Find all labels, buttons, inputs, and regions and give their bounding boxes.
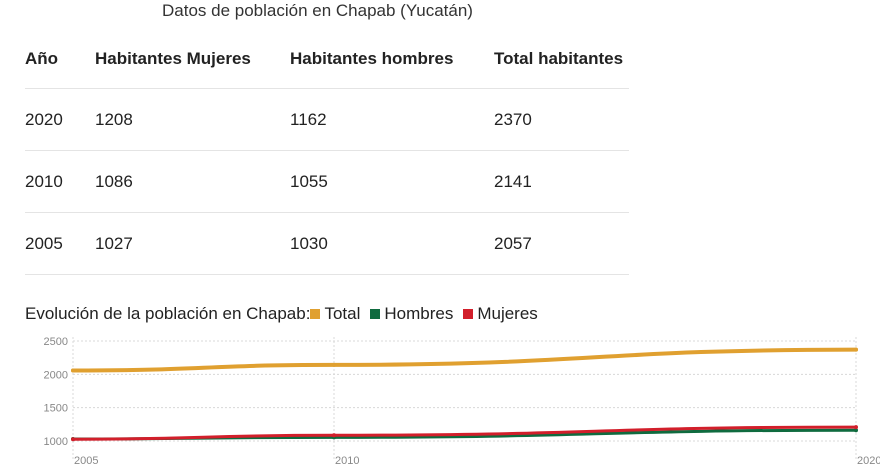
x-tick-label: 2020: [857, 455, 880, 467]
cell-year: 2020: [25, 109, 63, 129]
series-line-mujeres: [71, 425, 858, 441]
legend-item-hombres[interactable]: Hombres: [370, 303, 453, 325]
legend-label-hombres: Hombres: [384, 304, 454, 323]
cell-total: 2057: [494, 233, 532, 253]
data-point-total: [854, 347, 858, 352]
data-point-mujeres: [71, 437, 75, 442]
population-table: Año Habitantes Mujeres Habitantes hombre…: [25, 29, 629, 275]
x-tick-label: 2010: [335, 455, 359, 467]
cell-year: 2010: [25, 171, 63, 191]
data-point-mujeres: [332, 433, 336, 438]
legend-item-total[interactable]: Total: [310, 303, 360, 325]
header-women: Habitantes Mujeres: [95, 48, 251, 68]
y-tick-label: 1000: [44, 436, 68, 448]
chart-title: Evolución de la población en Chapab:: [25, 304, 311, 323]
cell-total: 2141: [494, 171, 532, 191]
cell-women: 1027: [95, 233, 133, 253]
legend-label-mujeres: Mujeres: [477, 304, 538, 323]
cell-women: 1086: [95, 171, 133, 191]
legend-swatch-mujeres: [463, 309, 474, 319]
table-header-row: Año Habitantes Mujeres Habitantes hombre…: [25, 29, 629, 89]
table-row: 2010 1086 1055 2141: [25, 151, 629, 213]
table-caption: Datos de población en Chapab (Yucatán): [162, 1, 473, 20]
cell-women: 1208: [95, 109, 133, 129]
cell-year: 2005: [25, 233, 63, 253]
y-tick-label: 2000: [44, 369, 68, 381]
line-chart: 2500 2000 1500 1000 2005 2010 2020: [44, 336, 880, 467]
x-tick-label: 2005: [74, 455, 98, 467]
cell-men: 1055: [290, 171, 328, 191]
y-tick-label: 2500: [44, 336, 68, 348]
legend-item-mujeres[interactable]: Mujeres: [463, 303, 538, 325]
data-point-hombres: [854, 428, 858, 433]
legend-label-total: Total: [324, 304, 361, 323]
header-total: Total habitantes: [494, 48, 624, 68]
legend-swatch-hombres: [370, 309, 381, 319]
table-row: 2020 1208 1162 2370: [25, 89, 629, 151]
series-line-total: [71, 347, 858, 373]
data-point-mujeres: [854, 425, 858, 430]
cell-men: 1162: [290, 109, 327, 129]
y-tick-label: 1500: [44, 403, 68, 415]
data-point-total: [332, 362, 336, 367]
legend-swatch-total: [310, 309, 321, 319]
chart-header: Evolución de la población en Chapab: Tot…: [25, 303, 548, 325]
cell-men: 1030: [290, 233, 328, 253]
data-point-total: [71, 368, 75, 373]
table-row: 2005 1027 1030 2057: [25, 213, 629, 275]
cell-total: 2370: [494, 109, 532, 129]
header-year: Año: [25, 48, 59, 68]
header-men: Habitantes hombres: [290, 48, 454, 68]
